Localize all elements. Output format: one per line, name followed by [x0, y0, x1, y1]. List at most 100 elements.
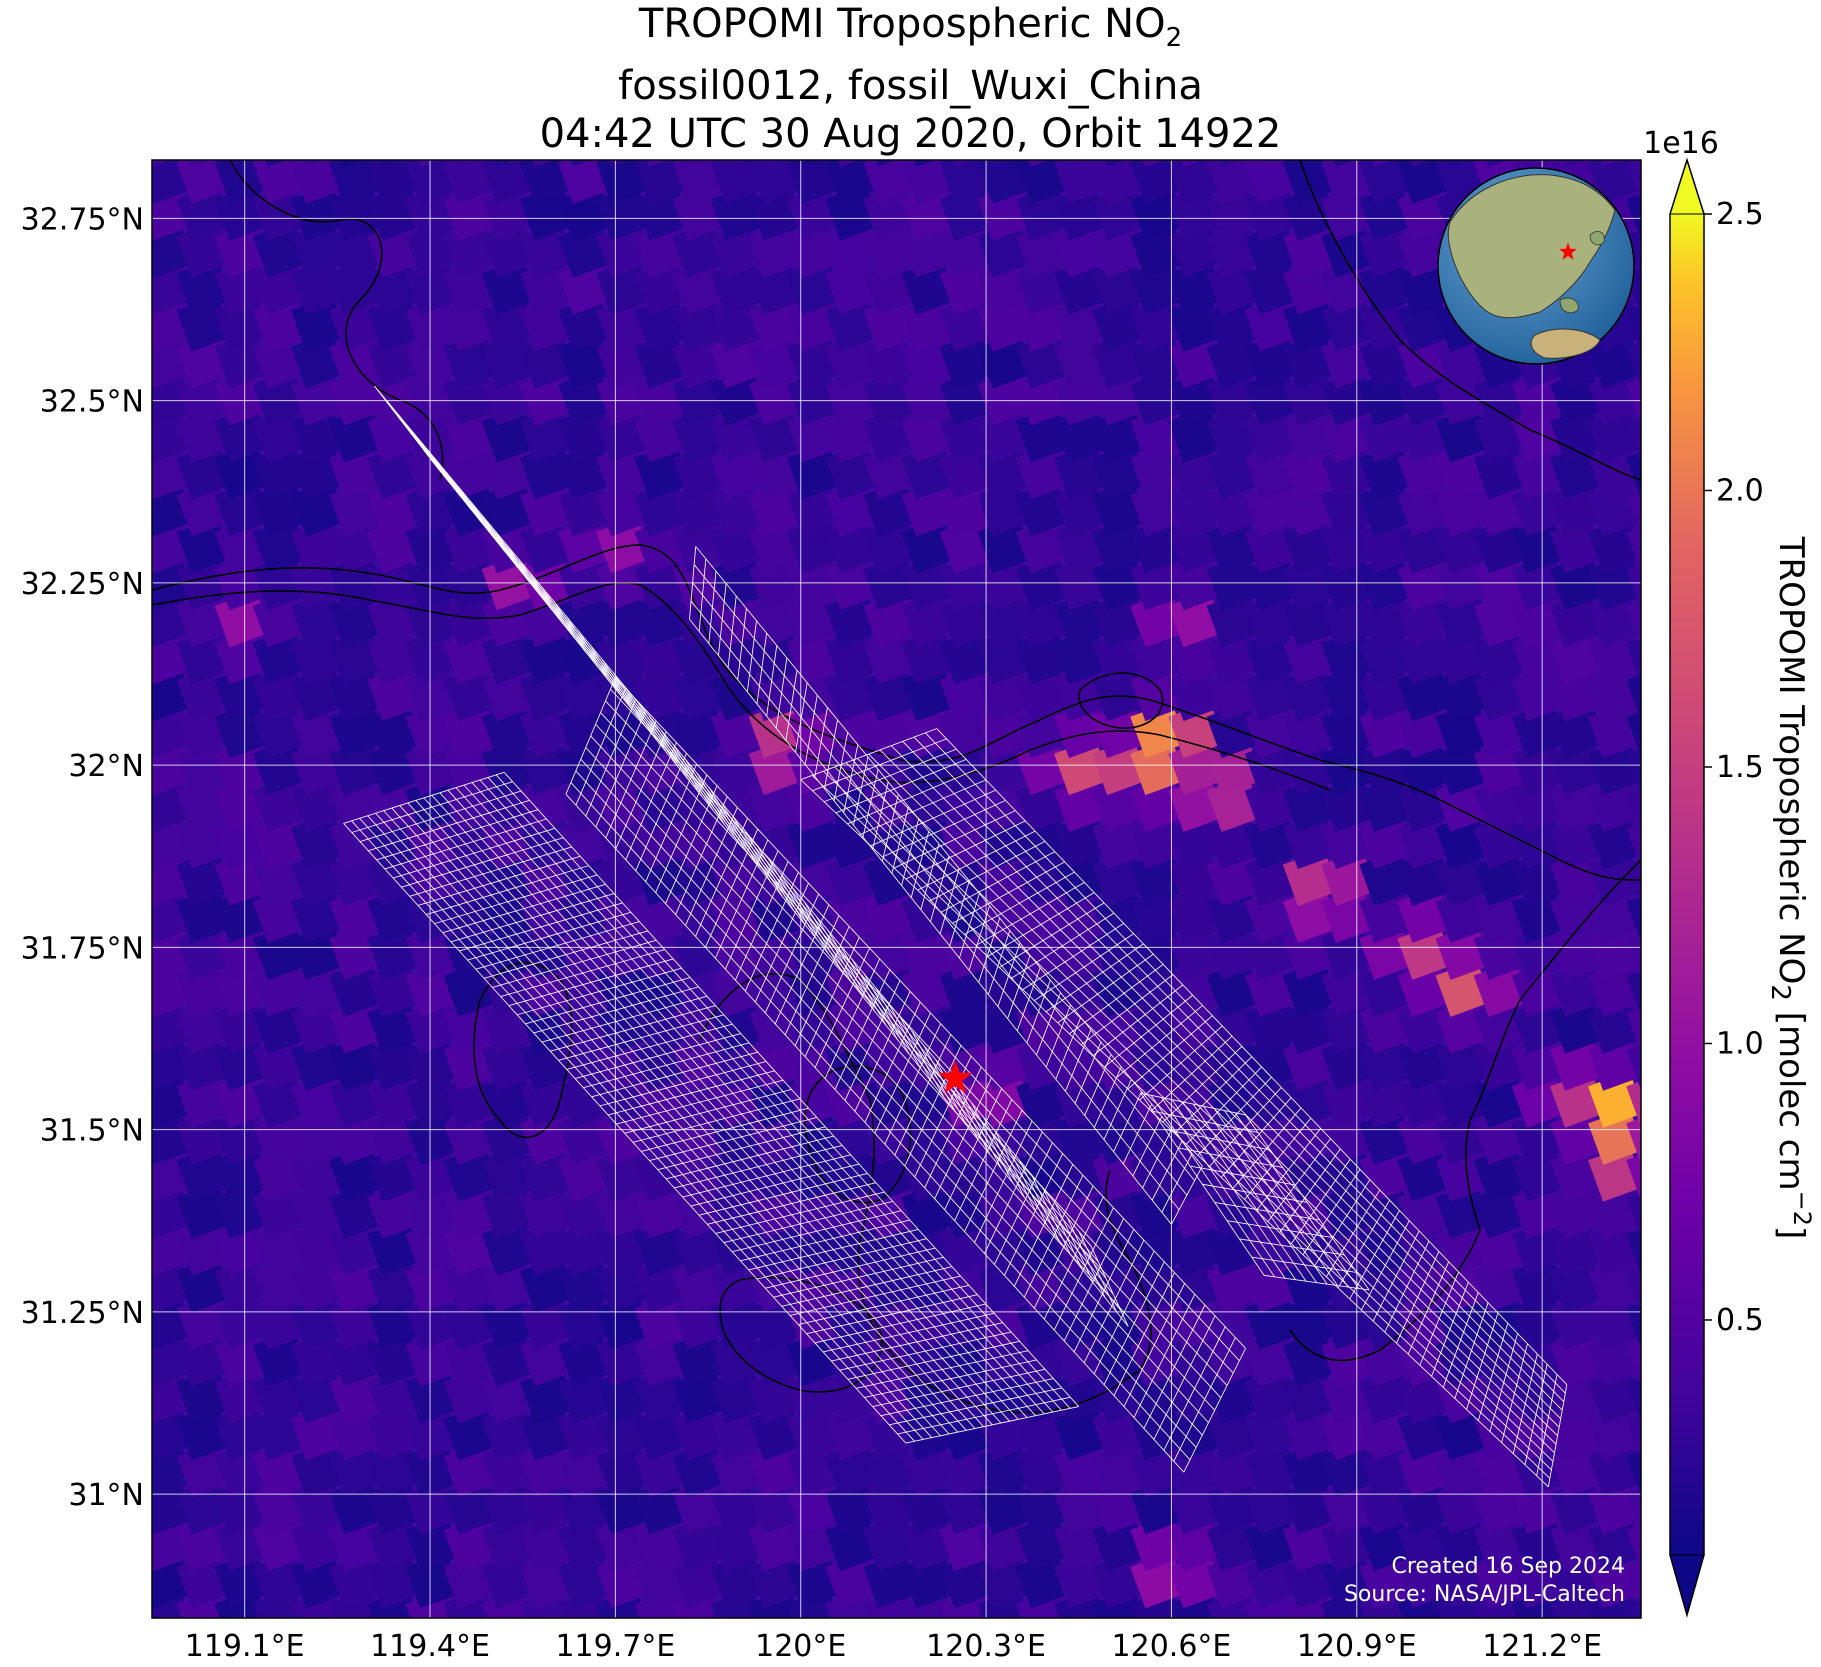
no2-pixel: [1092, 160, 1149, 167]
no2-pixel: [152, 1145, 157, 1202]
no2-pixel: [62, 1034, 118, 1090]
swath-cross-track-line: [968, 905, 990, 971]
swath-cross-track-line: [550, 1005, 716, 1052]
swath-cross-track-line: [445, 471, 506, 553]
no2-pixel: [62, 1626, 118, 1667]
swath-cross-track-line: [766, 645, 778, 717]
no2-pixel: [1015, 160, 1073, 167]
swath-cross-track-line: [492, 939, 657, 988]
longitude-tick-label: 121.2°E: [1482, 1629, 1602, 1664]
swath-cross-track-line: [635, 753, 687, 871]
swath-cross-track-line: [558, 1014, 724, 1061]
no2-pixel: [1626, 1663, 1682, 1667]
swath-cross-track-line: [858, 779, 987, 836]
swath-cross-track-line: [1279, 1148, 1341, 1233]
swath-cross-track-line: [1045, 1004, 1072, 1068]
no2-pixel: [367, 73, 423, 129]
swath-cross-track-line: [827, 930, 875, 1012]
swath-cross-track-line: [1054, 1203, 1094, 1284]
swath-cross-track-line: [1019, 1159, 1060, 1241]
swath-cross-track-line: [754, 882, 809, 1003]
no2-pixel: [152, 1219, 157, 1276]
no2-pixel: [62, 960, 118, 1016]
globe-land-islands: [1559, 231, 1605, 314]
no2-pixel: [482, 1626, 538, 1667]
swath-cross-track-line: [994, 1142, 1053, 1265]
swath-cross-track-line: [682, 1154, 851, 1198]
swath-cross-track-line: [804, 901, 852, 983]
no2-pixel: [152, 664, 157, 722]
swath-cross-track-line: [1143, 1304, 1206, 1429]
latitude-tick-label: 32.25°N: [21, 567, 144, 602]
no2-pixel: [176, 160, 233, 167]
no2-pixel: [152, 160, 195, 167]
oco3-footprint-layer: [343, 385, 1568, 1488]
no2-pixel: [62, 147, 118, 203]
no2-pixel: [329, 73, 385, 129]
swath-cross-track-line: [1384, 1241, 1430, 1333]
no2-pixel: [1245, 73, 1301, 129]
swath-cross-track-line: [583, 1042, 750, 1089]
swath-cross-track-line: [585, 699, 637, 817]
swath-cross-track-line: [475, 921, 640, 970]
swath-cross-track-line: [822, 1312, 995, 1353]
no2-pixel: [62, 480, 118, 536]
swath-cross-track-line: [824, 719, 838, 789]
oco3-swath: [374, 385, 1129, 1327]
no2-pixel: [863, 73, 919, 129]
swath-cross-track-line: [995, 1131, 1037, 1212]
title-line-3: 04:42 UTC 30 Aug 2020, Orbit 14922: [539, 111, 1282, 157]
no2-pixel: [62, 1552, 118, 1608]
map-frame: [151, 159, 1642, 1619]
swath-cross-track-line: [1093, 1250, 1155, 1374]
swath-cross-track-line: [1477, 1323, 1509, 1421]
no2-pixel: [1549, 160, 1607, 167]
swath-cross-track-line: [467, 911, 632, 961]
swath-cross-track-line: [1083, 1239, 1145, 1364]
swath-cross-track-line: [607, 1070, 775, 1116]
swath-cross-track-line: [978, 918, 1001, 983]
swath-cross-track-line: [397, 414, 460, 496]
swath-cross-track-line: [450, 893, 615, 943]
swath-cross-track-line: [1122, 1103, 1153, 1165]
swath-cross-track-line: [880, 1378, 1054, 1417]
swath-cross-track-line: [835, 758, 967, 814]
swath-cross-track-line: [649, 1117, 817, 1161]
no2-pixel: [215, 73, 271, 129]
swath-cross-track-line: [708, 787, 760, 868]
no2-pixel: [1283, 73, 1339, 129]
swath-cross-track-line: [964, 1110, 1023, 1232]
swath-cross-track-line: [872, 1368, 1046, 1408]
no2-pixel: [1664, 1663, 1720, 1667]
swath-cross-track-line: [1501, 1343, 1528, 1443]
swath-cross-track-line: [864, 1001, 921, 1123]
no2-pixel: [672, 73, 728, 129]
swath-cross-track-line: [723, 1200, 893, 1244]
swath-cross-track-line: [566, 1023, 733, 1070]
swath-cross-track-line: [409, 428, 472, 510]
swath-cross-track-line: [1290, 1158, 1351, 1244]
swath-cross-track-line: [847, 769, 977, 825]
swath-cross-track-line: [839, 944, 887, 1026]
map-title: TROPOMI Tropospheric NO2 fossil0012, fos…: [0, 0, 1821, 158]
swath-cross-track-line: [605, 720, 657, 839]
swath-cross-track-line: [882, 799, 1006, 858]
no2-pixel: [62, 73, 118, 129]
swath-cross-track-line: [529, 572, 587, 653]
swath-cross-track-line: [401, 837, 564, 888]
swath-cross-track-line: [856, 1350, 1029, 1389]
swath-cross-track-line: [717, 583, 727, 656]
coastline-yangtze-north: [152, 544, 1641, 881]
swath-cross-track-line: [1004, 1153, 1064, 1276]
swath-cross-track-line: [1033, 1185, 1094, 1309]
no2-pixel: [62, 1145, 118, 1201]
no2-pixel: [214, 160, 272, 167]
no2-pixel: [1054, 1663, 1110, 1667]
swath-cross-track-line: [1214, 1202, 1320, 1221]
longitude-tick-labels: 119.1°E 119.4°E 119.7°E 120°E 120.3°E 120.6°E…: [185, 1629, 1602, 1664]
swath-cross-track-line: [833, 732, 849, 801]
swath-cross-track-line: [505, 543, 564, 625]
swath-cross-track-line: [1177, 1147, 1283, 1168]
no2-pixel: [1473, 160, 1531, 167]
colorbar-extend-max: [1669, 158, 1705, 215]
